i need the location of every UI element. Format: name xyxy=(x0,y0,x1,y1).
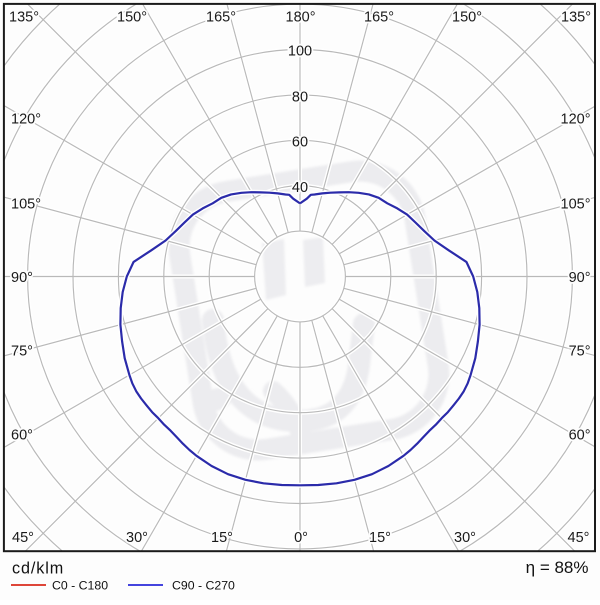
svg-text:0°: 0° xyxy=(294,530,308,546)
svg-text:45°: 45° xyxy=(568,530,590,546)
svg-text:90°: 90° xyxy=(11,270,33,286)
svg-text:75°: 75° xyxy=(569,343,591,359)
svg-text:60°: 60° xyxy=(11,427,33,443)
svg-text:135°: 135° xyxy=(561,10,591,26)
svg-text:C90 - C270: C90 - C270 xyxy=(172,579,235,593)
svg-text:45°: 45° xyxy=(12,530,34,546)
svg-text:75°: 75° xyxy=(11,343,33,359)
svg-text:135°: 135° xyxy=(9,10,39,26)
svg-text:150°: 150° xyxy=(452,10,482,26)
svg-text:60: 60 xyxy=(292,135,308,151)
svg-text:150°: 150° xyxy=(117,10,147,26)
svg-text:60°: 60° xyxy=(569,427,591,443)
svg-text:cd/klm: cd/klm xyxy=(12,560,64,578)
svg-text:120°: 120° xyxy=(11,111,41,127)
svg-text:80: 80 xyxy=(292,89,308,105)
svg-text:120°: 120° xyxy=(561,111,591,127)
svg-text:100: 100 xyxy=(288,44,312,60)
svg-text:30°: 30° xyxy=(454,530,476,546)
svg-text:30°: 30° xyxy=(126,530,148,546)
svg-text:15°: 15° xyxy=(211,530,233,546)
svg-text:165°: 165° xyxy=(206,10,236,26)
svg-text:η = 88%: η = 88% xyxy=(526,558,589,577)
svg-text:165°: 165° xyxy=(364,10,394,26)
svg-text:180°: 180° xyxy=(286,10,316,26)
svg-text:90°: 90° xyxy=(569,270,591,286)
svg-text:15°: 15° xyxy=(369,530,391,546)
svg-text:40: 40 xyxy=(292,180,308,196)
svg-text:C0 - C180: C0 - C180 xyxy=(52,579,108,593)
svg-text:105°: 105° xyxy=(561,196,591,212)
svg-text:105°: 105° xyxy=(11,196,41,212)
